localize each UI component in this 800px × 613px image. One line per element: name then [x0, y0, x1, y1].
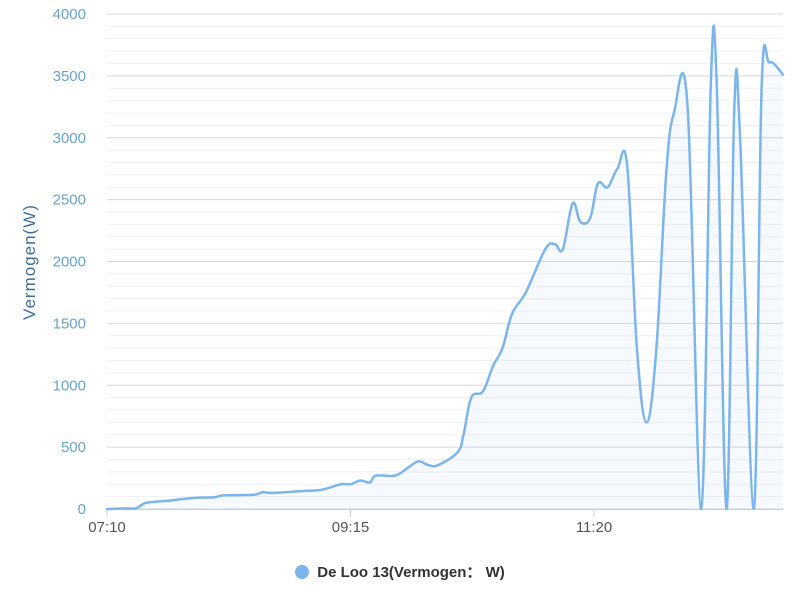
y-axis-title: Vermogen(W) — [20, 204, 39, 320]
x-tick-label: 09:15 — [332, 519, 370, 536]
legend-marker-icon — [295, 564, 310, 579]
minor-gridlines — [107, 25, 783, 498]
series-line-de-loo-13[interactable] — [105, 24, 785, 511]
series-area-fill — [107, 25, 783, 510]
legend: De Loo 13(Vermogen： W) — [0, 561, 800, 584]
series-layer — [105, 24, 785, 511]
y-tick-label: 4000 — [53, 6, 86, 23]
legend-item-de-loo-13[interactable]: De Loo 13(Vermogen： W) — [295, 561, 505, 582]
y-tick-label: 500 — [61, 439, 86, 456]
y-tick-label: 2500 — [53, 192, 86, 209]
major-gridlines — [107, 13, 783, 510]
legend-label: De Loo 13(Vermogen： W) — [317, 564, 505, 581]
y-tick-label: 1500 — [53, 315, 86, 332]
x-tick-label: 11:20 — [576, 519, 612, 536]
y-tick-label: 0 — [78, 501, 86, 518]
y-axis-ticks: 0 500 1000 1500 2000 2500 3000 3500 4000 — [53, 6, 86, 518]
x-axis: 07:10 09:15 11:20 — [88, 509, 783, 536]
y-tick-label: 2000 — [53, 254, 86, 271]
y-tick-label: 3000 — [53, 130, 86, 147]
y-tick-label: 1000 — [53, 377, 86, 394]
x-tick-label: 07:10 — [88, 519, 126, 536]
y-tick-label: 3500 — [53, 68, 86, 85]
